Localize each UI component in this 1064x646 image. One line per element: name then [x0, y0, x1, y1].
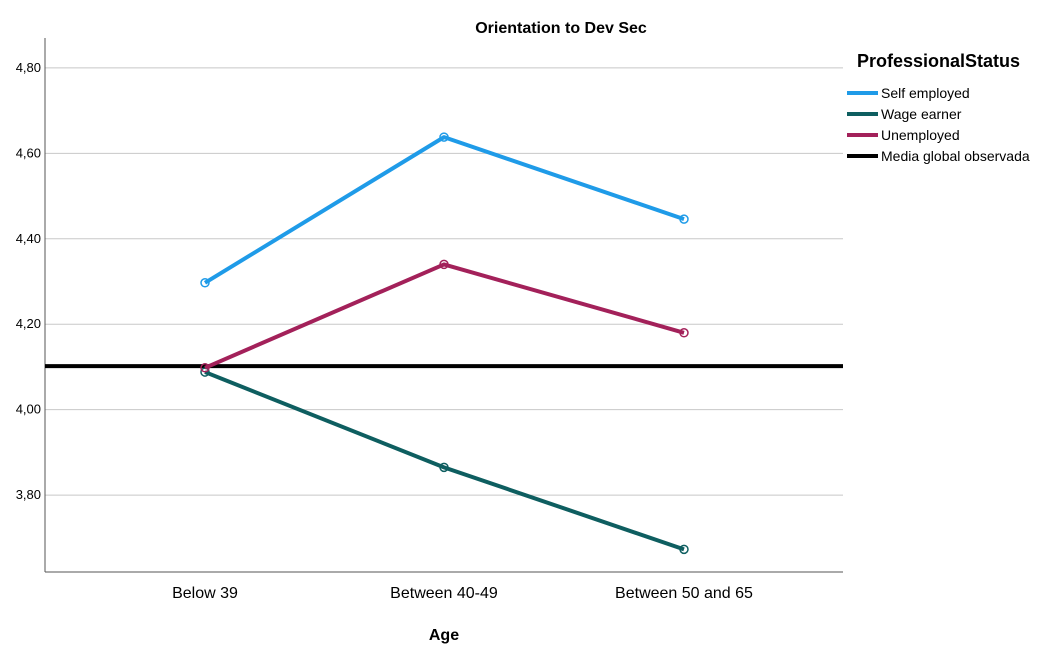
- chart-title: Orientation to Dev Sec: [475, 20, 647, 37]
- x-tick-labels: Below 39 Between 40-49 Between 50 and 65: [172, 585, 753, 602]
- y-tick-labels: 3,80 4,00 4,20 4,40 4,60 4,80: [16, 60, 41, 502]
- data-point-wage-earner: [200, 367, 210, 377]
- y-tick-label: 4,60: [16, 145, 41, 160]
- y-tick-label: 4,00: [16, 402, 41, 417]
- series-lines: [45, 132, 843, 555]
- legend-label: Self employed: [881, 85, 970, 101]
- grid-lines: [45, 67, 843, 496]
- x-axis-title: Age: [429, 627, 459, 644]
- data-point-self-employed: [439, 132, 449, 142]
- x-tick-label: Below 39: [172, 585, 238, 602]
- series-line-unemployed: [204, 262, 685, 370]
- data-point-unemployed: [439, 259, 449, 270]
- series-line-wage-earner: [204, 370, 685, 552]
- y-tick-label: 4,20: [16, 316, 41, 331]
- y-tick-label: 3,80: [16, 487, 41, 502]
- data-point-wage-earner: [679, 544, 689, 555]
- legend-label: Media global observada: [881, 148, 1030, 164]
- y-tick-label: 4,40: [16, 231, 41, 246]
- data-point-wage-earner: [439, 462, 449, 473]
- legend: Self employed Wage earner Unemployed Media …: [847, 85, 1030, 164]
- legend-label: Wage earner: [881, 106, 962, 122]
- x-tick-label: Between 40-49: [390, 585, 498, 602]
- data-point-self-employed: [679, 214, 689, 224]
- y-tick-label: 4,80: [16, 60, 41, 75]
- data-point-unemployed: [679, 328, 689, 338]
- legend-label: Unemployed: [881, 127, 960, 143]
- legend-title: ProfessionalStatus: [857, 51, 1020, 71]
- x-tick-label: Between 50 and 65: [615, 585, 753, 602]
- data-point-unemployed: [200, 363, 210, 373]
- series-line-self-employed: [203, 135, 685, 285]
- data-point-self-employed: [200, 278, 210, 288]
- axes: [44, 38, 843, 573]
